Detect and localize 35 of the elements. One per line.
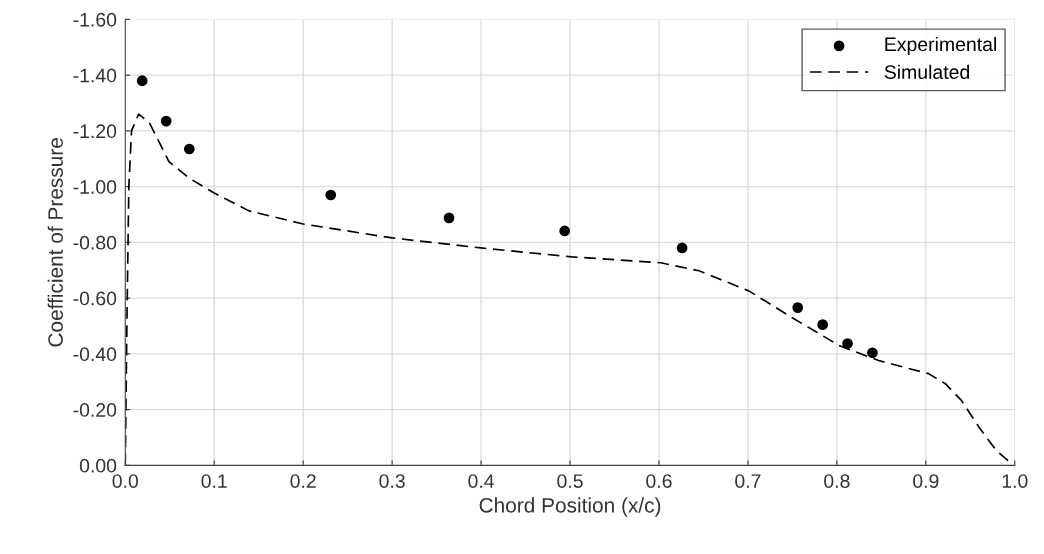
point bbox=[160, 115, 172, 127]
point bbox=[817, 319, 828, 330]
point bbox=[559, 225, 571, 237]
point bbox=[136, 75, 148, 87]
x-tick-label: 0.9 bbox=[913, 474, 939, 488]
x-tick-label: 0.4 bbox=[468, 474, 495, 488]
x-tick-label: 0.8 bbox=[824, 474, 850, 488]
y-tick-label: -1.60 bbox=[73, 12, 117, 27]
legend-label: Experimental bbox=[885, 36, 996, 56]
y-tick-label: -0.20 bbox=[73, 403, 117, 417]
x-tick-label: 0.7 bbox=[735, 474, 761, 488]
point bbox=[325, 189, 337, 201]
point bbox=[676, 242, 688, 254]
y-tick-label: -0.40 bbox=[73, 347, 117, 362]
y-tick-label: -0.60 bbox=[73, 291, 117, 306]
y-tick-label: -1.00 bbox=[73, 180, 117, 194]
point bbox=[443, 212, 455, 224]
x-tick-label: 0.3 bbox=[379, 474, 405, 488]
x-tick-label: 0.1 bbox=[201, 474, 227, 488]
x-tick-label: 0.6 bbox=[646, 474, 672, 488]
y-tick-label: -1.40 bbox=[73, 68, 117, 83]
y-axis-title: Coefficient of Pressure bbox=[47, 138, 63, 347]
x-tick-label: 0.0 bbox=[112, 474, 139, 488]
point bbox=[792, 302, 804, 313]
y-tick-label: -1.20 bbox=[73, 124, 117, 139]
x-tick-label: 0.5 bbox=[557, 474, 583, 488]
y-tick-label: -0.80 bbox=[73, 235, 117, 250]
y-tick-label: 0.00 bbox=[79, 458, 117, 473]
point bbox=[842, 338, 853, 349]
x-tick-label: 0.2 bbox=[290, 474, 316, 488]
point bbox=[867, 347, 878, 359]
x-tick-label: 1.0 bbox=[1002, 474, 1028, 488]
point bbox=[183, 143, 195, 155]
legend-label: Simulated bbox=[884, 64, 970, 80]
x-axis-title: Chord Position (x/c) bbox=[479, 497, 661, 517]
